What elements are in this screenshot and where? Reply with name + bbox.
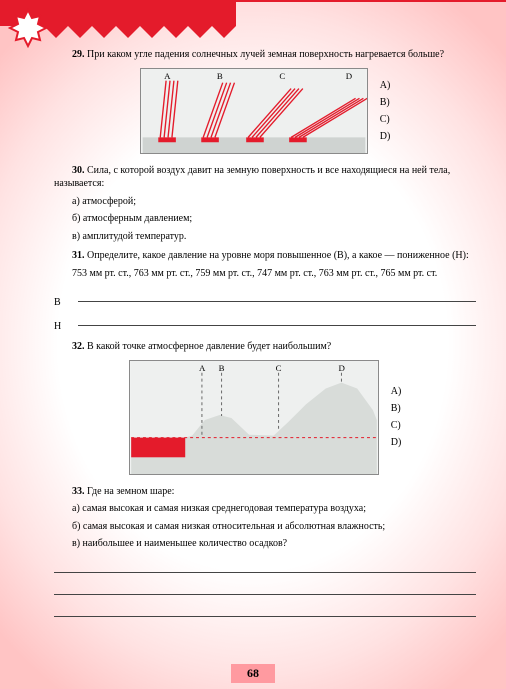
q30-text: 30. Сила, с которой воздух давит на земн… <box>54 164 476 191</box>
header-zigzag <box>0 0 506 40</box>
q32-opt-c: C) <box>391 420 402 431</box>
svg-text:C: C <box>275 362 281 372</box>
page-content: 29. При каком угле падения солнечных луч… <box>54 48 476 649</box>
star-badge-icon <box>8 8 48 48</box>
q32-opt-d: D) <box>391 437 402 448</box>
svg-text:A: A <box>164 70 171 80</box>
q31-blank-h[interactable] <box>78 312 476 326</box>
q31-label-b: В <box>54 297 72 308</box>
q30-a: а) атмосферой; <box>54 195 476 209</box>
svg-text:D: D <box>338 362 345 372</box>
q33-num: 33. <box>72 486 85 497</box>
q29-opt-a: A) <box>380 80 391 91</box>
q31-blank-b[interactable] <box>78 288 476 302</box>
q31-label-h: Н <box>54 321 72 332</box>
q29-figure-wrap: A B C D A) B) C) <box>54 68 476 154</box>
q32-body: В какой точке атмосферное давление будет… <box>87 341 331 352</box>
q32-figure: A B C D <box>129 360 379 475</box>
q29-figure: A B C D <box>140 68 368 154</box>
svg-text:D: D <box>346 70 352 80</box>
q33-c: в) наибольшее и наименьшее количество ос… <box>54 537 476 551</box>
q32-figure-wrap: A B C D A) B) C) D) <box>54 360 476 475</box>
q31-blank-b-row: В <box>54 284 476 308</box>
q29-text: 29. При каком угле падения солнечных луч… <box>54 48 476 62</box>
q33-blank-3[interactable] <box>54 603 476 617</box>
q30-body: Сила, с которой воздух давит на земную п… <box>54 165 450 190</box>
q33-text: 33. Где на земном шаре: <box>54 485 476 499</box>
q31-text: 31. Определите, какое давление на уровне… <box>54 249 476 263</box>
q32-options: A) B) C) D) <box>391 386 402 448</box>
q32-opt-a: A) <box>391 386 402 397</box>
q33-blank-2[interactable] <box>54 581 476 595</box>
page-number: 68 <box>231 664 275 683</box>
q29-options: A) B) C) D) <box>380 80 391 142</box>
q31-body: Определите, какое давление на уровне мор… <box>87 250 469 261</box>
q29-opt-c: C) <box>380 114 391 125</box>
svg-text:A: A <box>199 362 206 372</box>
q29-opt-b: B) <box>380 97 391 108</box>
q31-values: 753 мм рт. ст., 763 мм рт. ст., 759 мм р… <box>54 267 476 281</box>
q30-num: 30. <box>72 165 85 176</box>
q33-body: Где на земном шаре: <box>87 486 174 497</box>
q31-blank-h-row: Н <box>54 308 476 332</box>
q29-num: 29. <box>72 49 85 60</box>
q32-opt-b: B) <box>391 403 402 414</box>
q29-opt-d: D) <box>380 131 391 142</box>
q32-text: 32. В какой точке атмосферное давление б… <box>54 340 476 354</box>
q32-num: 32. <box>72 341 85 352</box>
q33-blank-1[interactable] <box>54 559 476 573</box>
svg-text:B: B <box>217 70 223 80</box>
q33-b: б) самая высокая и самая низкая относите… <box>54 520 476 534</box>
q33-a: а) самая высокая и самая низкая среднего… <box>54 502 476 516</box>
svg-text:C: C <box>279 70 285 80</box>
q31-num: 31. <box>72 250 85 261</box>
q30-b: б) атмосферным давлением; <box>54 212 476 226</box>
q29-body: При каком угле падения солнечных лучей з… <box>87 49 444 60</box>
q30-c: в) амплитудой температур. <box>54 230 476 244</box>
svg-text:B: B <box>218 362 224 372</box>
